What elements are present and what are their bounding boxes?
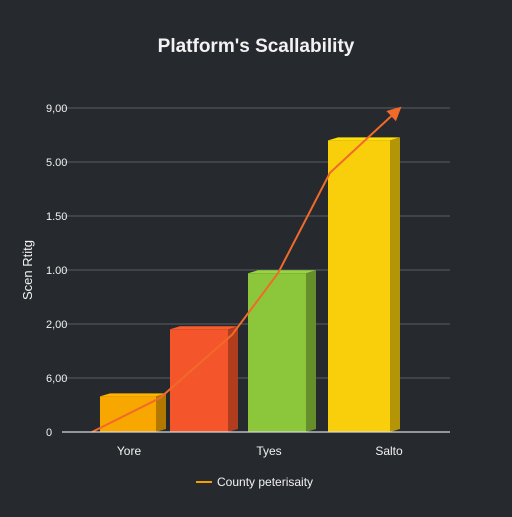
x-tick-label: Salto: [375, 444, 403, 458]
bar-top: [100, 393, 166, 397]
bar-top: [328, 137, 400, 141]
y-tick-label: 9,00: [46, 103, 67, 115]
bar-front: [328, 140, 390, 432]
bar-2: [248, 270, 316, 432]
y-tick-label: 2,00: [46, 319, 67, 331]
bar-front: [248, 273, 306, 432]
x-tick-label: Tyes: [256, 444, 281, 458]
bar-side: [306, 270, 316, 432]
x-tick-label: Yore: [117, 444, 142, 458]
bar-top: [248, 270, 316, 274]
trend-line-group: [91, 106, 402, 433]
bar-top: [170, 326, 238, 330]
y-tick-label: 1.00: [46, 265, 67, 277]
y-tick-label: 5.00: [46, 157, 67, 169]
y-tick-label: 0: [46, 427, 52, 439]
legend: County peterisaity: [196, 475, 313, 489]
bars: [100, 137, 400, 432]
y-tick-label: 1.50: [46, 211, 67, 223]
bar-side: [228, 326, 238, 432]
trend-line: [91, 106, 402, 433]
bar-side: [390, 137, 400, 432]
bar-3: [328, 137, 400, 432]
y-axis-ticks: 0 6,00 2,00 1.00 1.50 5.00 9,00: [46, 103, 67, 439]
x-axis-ticks: Yore Tyes Salto: [117, 444, 403, 458]
legend-label: County peterisaity: [217, 475, 313, 489]
chart-title: Platform's Scallability: [158, 36, 355, 57]
y-axis-label: Scen Rtitg: [20, 240, 35, 300]
bar-side: [156, 393, 166, 432]
y-tick-label: 6,00: [46, 373, 67, 385]
